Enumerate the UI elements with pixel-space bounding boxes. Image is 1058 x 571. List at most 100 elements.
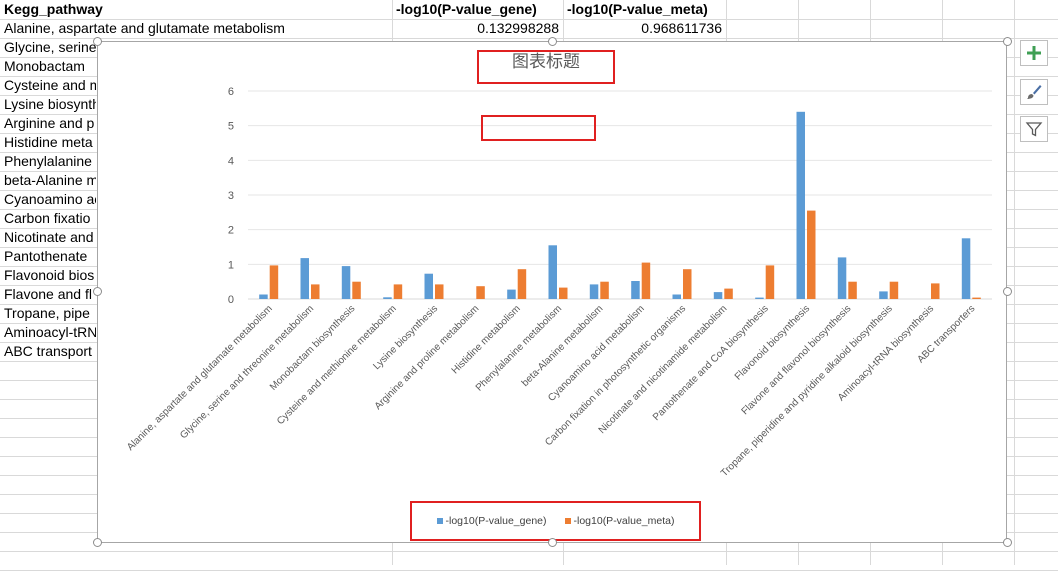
- bar-meta[interactable]: [889, 281, 899, 299]
- cell-pathway[interactable]: Aminoacyl-tRN: [4, 324, 96, 340]
- bar-gene[interactable]: [589, 284, 599, 299]
- row-divider: [0, 19, 1058, 20]
- resize-handle[interactable]: [93, 538, 102, 547]
- cell-pathway[interactable]: Histidine meta: [4, 134, 93, 150]
- bar-meta[interactable]: [311, 284, 320, 299]
- y-tick-label: 0: [228, 294, 234, 306]
- x-tick-label: Alanine, aspartate and glutamate metabol…: [125, 303, 275, 453]
- x-tick-label: Histidine metabolism: [450, 303, 523, 376]
- bar-meta[interactable]: [724, 288, 733, 299]
- legend-item-meta: -log10(P-value_meta): [564, 515, 675, 527]
- filter-icon: [1025, 122, 1043, 137]
- cell-meta-value[interactable]: 0.968611736: [641, 20, 722, 36]
- resize-handle[interactable]: [93, 37, 102, 46]
- bar-gene[interactable]: [341, 266, 351, 299]
- resize-handle[interactable]: [1003, 287, 1012, 296]
- column-divider: [1014, 0, 1015, 565]
- bar-gene[interactable]: [424, 273, 434, 299]
- chart-styles-button[interactable]: [1020, 79, 1048, 105]
- bar-gene[interactable]: [259, 294, 268, 300]
- y-tick-label: 3: [228, 190, 234, 202]
- cell-pathway[interactable]: Lysine biosynth: [4, 96, 96, 112]
- bar-gene[interactable]: [796, 111, 806, 299]
- bar-gene[interactable]: [879, 291, 888, 299]
- cell-pathway[interactable]: Flavonoid bios: [4, 267, 95, 283]
- chart-title[interactable]: 图表标题: [512, 52, 580, 72]
- resize-handle[interactable]: [548, 37, 557, 46]
- cell-pathway[interactable]: Glycine, serine: [4, 39, 96, 55]
- legend-highlight-box: [410, 501, 701, 541]
- y-axis-ticks: 0 1 2 3 4 5 6: [228, 86, 234, 306]
- bar-gene[interactable]: [507, 289, 516, 299]
- resize-handle[interactable]: [93, 287, 102, 296]
- bar-meta[interactable]: [269, 265, 279, 299]
- resize-handle[interactable]: [1003, 37, 1012, 46]
- cell-pathway[interactable]: Tropane, pipe: [4, 305, 90, 321]
- y-tick-label: 6: [228, 86, 234, 98]
- header-cell-meta[interactable]: -log10(P-value_meta): [567, 1, 708, 17]
- empty-highlight-box: [481, 115, 596, 141]
- cell-pathway[interactable]: Nicotinate and: [4, 229, 94, 245]
- bar-meta[interactable]: [435, 284, 444, 299]
- bar-gene[interactable]: [631, 281, 640, 299]
- bar-meta[interactable]: [393, 284, 403, 299]
- chart-filters-button[interactable]: [1020, 116, 1048, 142]
- bar-meta[interactable]: [931, 283, 940, 299]
- bar-meta[interactable]: [517, 269, 527, 299]
- resize-handle[interactable]: [1003, 538, 1012, 547]
- bar-meta[interactable]: [848, 281, 857, 299]
- resize-handle[interactable]: [548, 538, 557, 547]
- cell-pathway[interactable]: ABC transport: [4, 343, 92, 359]
- bar-gene[interactable]: [672, 294, 682, 300]
- header-cell-gene[interactable]: -log10(P-value_gene): [396, 1, 537, 17]
- bar-meta[interactable]: [683, 269, 692, 299]
- x-tick-label: Flavonoid biosynthesis: [733, 303, 812, 382]
- x-tick-label: beta-Alanine metabolism: [520, 303, 606, 389]
- cell-pathway[interactable]: Phenylalanine: [4, 153, 92, 169]
- bar-gene[interactable]: [961, 238, 971, 299]
- chart-elements-button[interactable]: [1020, 40, 1048, 66]
- x-tick-label: Carbon fixation in photosynthetic organi…: [543, 303, 688, 448]
- cell-pathway[interactable]: Monobactam: [4, 58, 85, 74]
- bars: [259, 111, 981, 300]
- bar-meta[interactable]: [476, 286, 485, 299]
- bar-meta[interactable]: [352, 281, 361, 299]
- bar-meta[interactable]: [972, 297, 981, 299]
- bar-meta[interactable]: [600, 281, 609, 299]
- bar-gene[interactable]: [755, 297, 764, 299]
- bar-meta[interactable]: [765, 265, 775, 299]
- y-tick-label: 2: [228, 225, 234, 237]
- y-tick-label: 5: [228, 121, 234, 133]
- bar-gene[interactable]: [713, 292, 723, 299]
- legend-swatch-meta: [564, 518, 571, 524]
- cell-pathway[interactable]: Flavone and fl: [4, 286, 92, 302]
- chart-legend[interactable]: -log10(P-value_gene) -log10(P-value_meta…: [410, 501, 701, 541]
- legend-label-gene: -log10(P-value_gene): [445, 515, 547, 527]
- x-axis-ticks: Alanine, aspartate and glutamate metabol…: [125, 303, 977, 479]
- bar-gene[interactable]: [837, 257, 847, 299]
- row-divider: [0, 551, 1058, 552]
- bar-meta[interactable]: [641, 262, 651, 299]
- legend-label-meta: -log10(P-value_meta): [573, 515, 675, 527]
- cell-pathway[interactable]: Pantothenate: [4, 248, 88, 264]
- x-tick-label: Phenylalanine metabolism: [474, 303, 564, 393]
- legend-swatch-gene: [436, 518, 443, 524]
- plus-icon: [1027, 46, 1041, 60]
- cell-pathway[interactable]: Carbon fixatio: [4, 210, 91, 226]
- cell-pathway[interactable]: Cysteine and m: [4, 77, 96, 93]
- cell-pathway[interactable]: Cyanoamino ac: [4, 191, 96, 207]
- cell-pathway[interactable]: Arginine and p: [4, 115, 95, 131]
- y-tick-label: 4: [228, 155, 234, 167]
- bar-gene[interactable]: [300, 258, 310, 299]
- bar-gene[interactable]: [548, 245, 558, 299]
- cell-gene-value[interactable]: 0.132998288: [477, 20, 559, 36]
- bar-gene[interactable]: [383, 297, 392, 299]
- y-tick-label: 1: [228, 259, 234, 271]
- bar-meta[interactable]: [807, 210, 816, 299]
- cell-pathway[interactable]: beta-Alanine m: [4, 172, 96, 188]
- header-cell-pathway[interactable]: Kegg_pathway: [4, 1, 103, 17]
- cell-pathway[interactable]: Alanine, aspartate and glutamate metabol…: [4, 20, 285, 36]
- gridlines: [248, 90, 992, 265]
- bar-meta[interactable]: [559, 287, 568, 299]
